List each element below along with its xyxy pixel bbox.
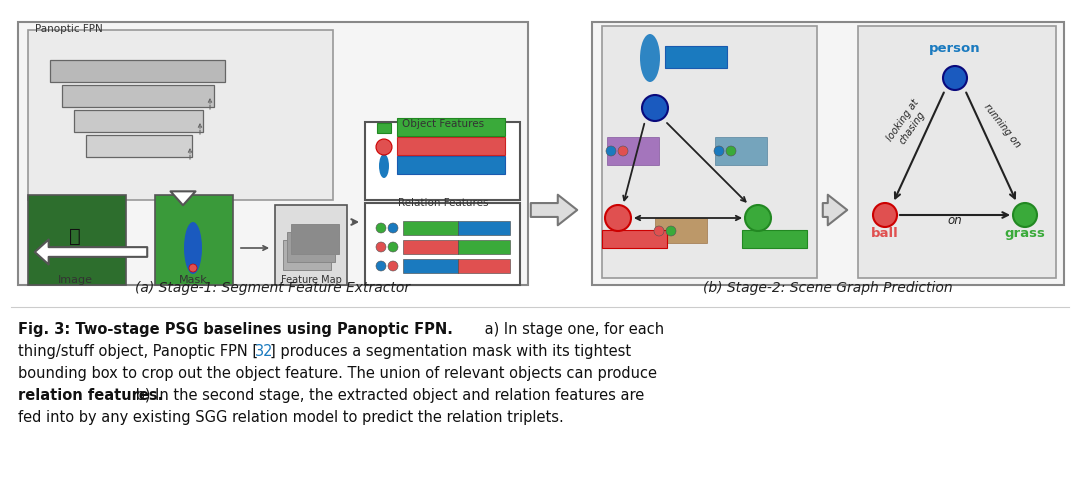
Circle shape xyxy=(654,226,664,236)
Text: (a) Stage-1: Segment Feature Extractor: (a) Stage-1: Segment Feature Extractor xyxy=(135,281,410,295)
Text: Feature Map: Feature Map xyxy=(281,275,341,285)
Bar xyxy=(28,195,126,285)
Bar xyxy=(654,218,707,243)
Text: thing/stuff object, Panoptic FPN [: thing/stuff object, Panoptic FPN [ xyxy=(18,344,258,359)
Circle shape xyxy=(388,261,399,271)
Bar xyxy=(742,230,807,248)
Circle shape xyxy=(189,264,197,272)
Bar xyxy=(283,240,330,270)
Text: ] produces a segmentation mask with its tightest: ] produces a segmentation mask with its … xyxy=(270,344,631,359)
Text: on: on xyxy=(947,214,962,227)
Bar xyxy=(858,26,1056,278)
Circle shape xyxy=(943,66,967,90)
Bar xyxy=(291,224,339,254)
Circle shape xyxy=(714,146,724,156)
Text: looking at
chasing: looking at chasing xyxy=(886,98,931,150)
Circle shape xyxy=(642,95,669,121)
Circle shape xyxy=(873,203,897,227)
Circle shape xyxy=(376,223,386,233)
Bar xyxy=(458,259,510,273)
Bar xyxy=(287,232,335,262)
Bar xyxy=(28,30,333,200)
Bar xyxy=(156,195,233,285)
Bar xyxy=(458,240,510,254)
Text: Fig. 3: Two-stage PSG baselines using Panoptic FPN.: Fig. 3: Two-stage PSG baselines using Pa… xyxy=(18,322,453,337)
Circle shape xyxy=(388,242,399,252)
Bar xyxy=(75,110,203,132)
Circle shape xyxy=(376,139,392,155)
Circle shape xyxy=(376,261,386,271)
Bar xyxy=(18,22,528,285)
Text: Panoptic FPN: Panoptic FPN xyxy=(35,24,103,34)
Bar xyxy=(602,230,667,248)
Bar xyxy=(458,221,510,235)
Bar xyxy=(50,60,225,82)
Text: Mask: Mask xyxy=(178,275,207,285)
Text: person: person xyxy=(929,42,981,55)
Circle shape xyxy=(618,146,627,156)
Text: Relation Features: Relation Features xyxy=(397,198,488,208)
Bar xyxy=(365,203,519,285)
Text: Image: Image xyxy=(57,275,93,285)
Circle shape xyxy=(666,226,676,236)
Bar xyxy=(397,137,505,155)
Bar xyxy=(607,137,659,165)
Ellipse shape xyxy=(640,34,660,82)
Circle shape xyxy=(1013,203,1037,227)
Text: Object Features: Object Features xyxy=(402,119,484,129)
Bar xyxy=(275,205,347,285)
Bar xyxy=(602,26,816,278)
Bar xyxy=(397,118,505,136)
Text: grass: grass xyxy=(1004,227,1045,240)
Bar xyxy=(592,22,1064,285)
Bar xyxy=(403,221,458,235)
Text: a) In stage one, for each: a) In stage one, for each xyxy=(480,322,664,337)
Circle shape xyxy=(606,146,616,156)
Text: running on: running on xyxy=(982,102,1022,150)
Bar xyxy=(377,123,391,133)
Bar xyxy=(397,156,505,174)
Bar xyxy=(403,259,458,273)
Text: 🧍: 🧍 xyxy=(69,227,81,246)
Bar xyxy=(665,46,727,68)
Text: 32: 32 xyxy=(255,344,273,359)
Circle shape xyxy=(726,146,735,156)
Circle shape xyxy=(745,205,771,231)
Text: fed into by any existing SGG relation model to predict the relation triplets.: fed into by any existing SGG relation mo… xyxy=(18,410,564,425)
Text: relation features.: relation features. xyxy=(18,388,163,403)
Bar xyxy=(365,122,519,200)
Bar xyxy=(62,85,214,107)
Text: ball: ball xyxy=(872,227,899,240)
Text: b) In the second stage, the extracted object and relation features are: b) In the second stage, the extracted ob… xyxy=(131,388,645,403)
Circle shape xyxy=(605,205,631,231)
Ellipse shape xyxy=(184,222,202,274)
Circle shape xyxy=(388,223,399,233)
Ellipse shape xyxy=(379,154,389,178)
Bar xyxy=(403,240,458,254)
Text: bounding box to crop out the object feature. The union of relevant objects can p: bounding box to crop out the object feat… xyxy=(18,366,657,381)
Bar xyxy=(86,135,192,157)
Circle shape xyxy=(376,242,386,252)
Bar xyxy=(715,137,767,165)
Text: (b) Stage-2: Scene Graph Prediction: (b) Stage-2: Scene Graph Prediction xyxy=(703,281,953,295)
